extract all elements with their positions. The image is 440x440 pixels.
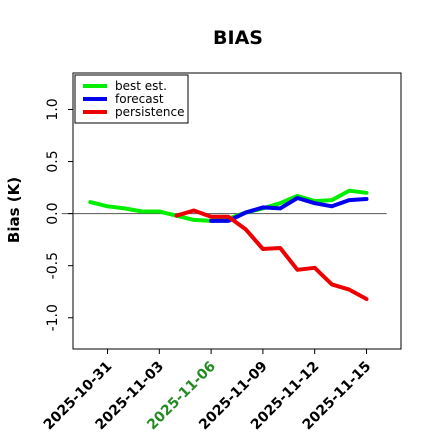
- chart-title: BIAS: [213, 27, 263, 49]
- legend-entry: persistence: [115, 105, 184, 119]
- plot-area: [61, 72, 402, 350]
- series-line-forecast: [209, 196, 369, 223]
- legend-entry: best est.: [115, 79, 167, 93]
- plot-frame: [72, 72, 402, 350]
- y-tick-label: 0.0: [45, 202, 61, 224]
- axis-ticks: -1.0-0.50.00.51.02025-10-312025-11-03202…: [41, 98, 375, 433]
- y-tick-label: -1.0: [45, 304, 61, 331]
- series-line-persistence: [174, 208, 369, 301]
- legend-entry: forecast: [115, 92, 164, 106]
- y-tick-label: 1.0: [45, 98, 61, 120]
- y-tick-label: -0.5: [45, 252, 61, 279]
- y-axis-label: Bias (K): [5, 177, 23, 243]
- y-tick-label: 0.5: [45, 150, 61, 172]
